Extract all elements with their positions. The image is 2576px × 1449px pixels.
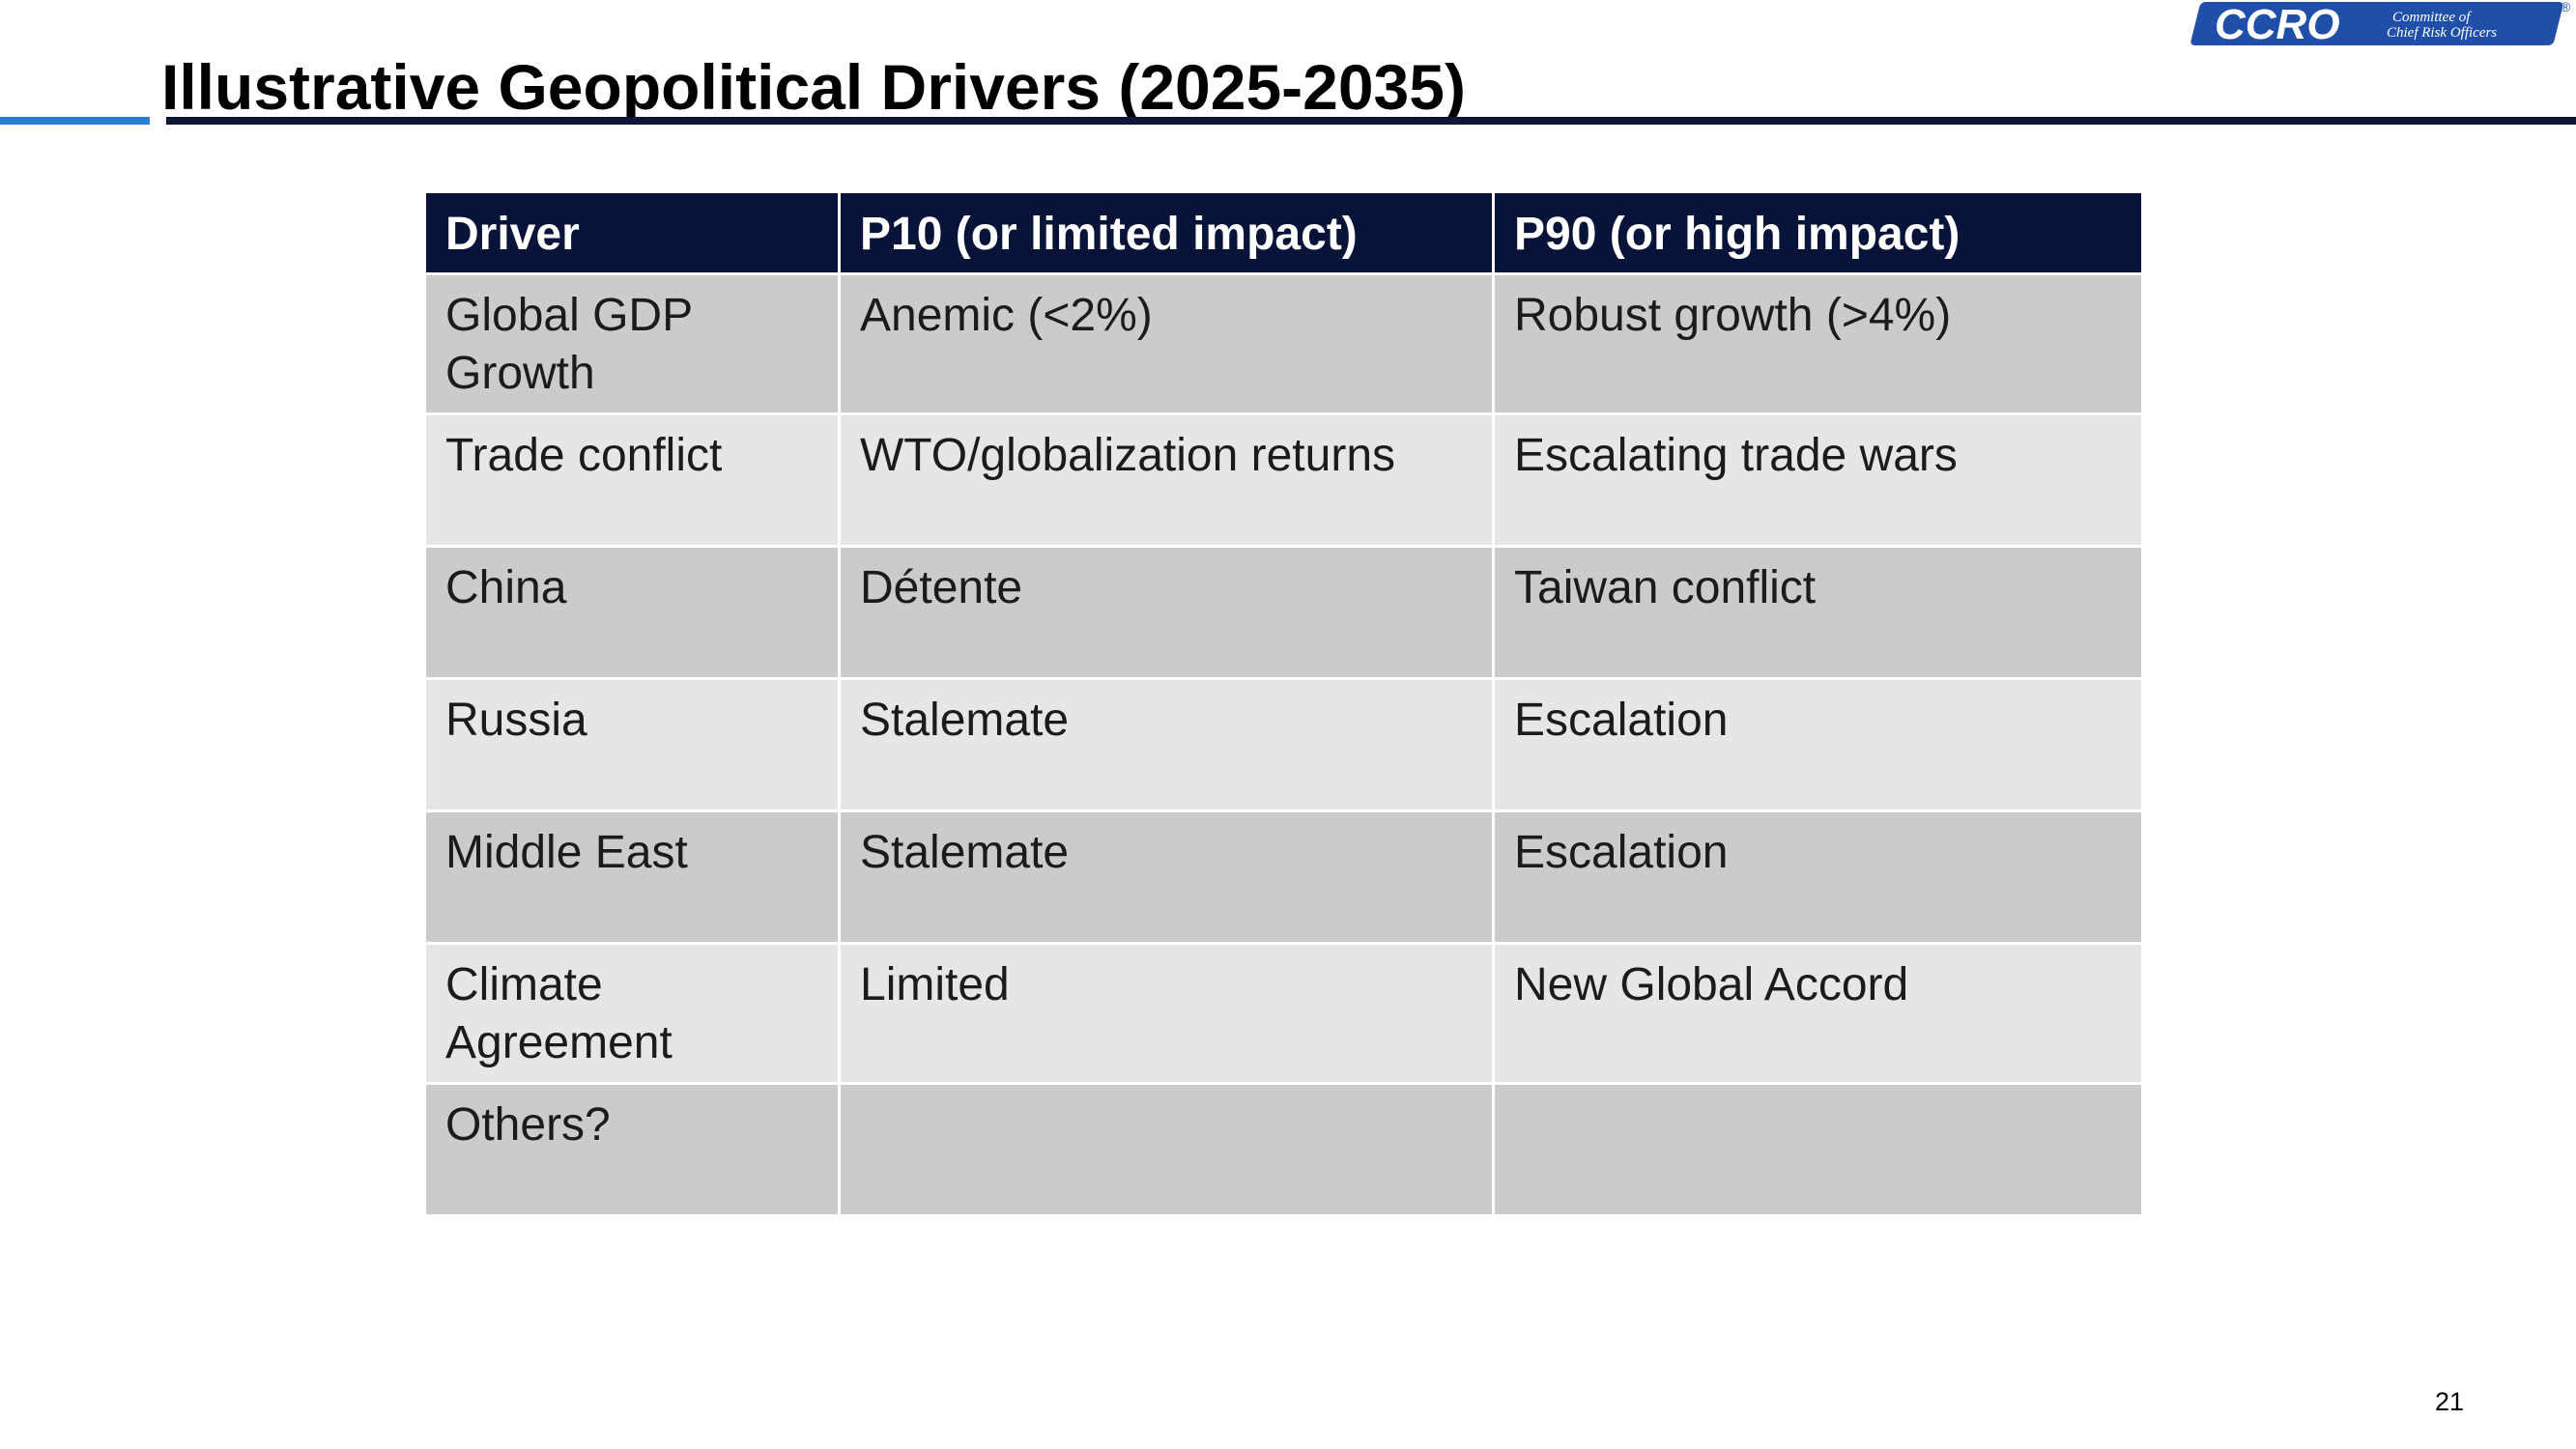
p90-cell: Escalation bbox=[1495, 680, 2141, 810]
logo-wordmark: CCRO bbox=[2215, 1, 2340, 48]
p90-cell: Robust growth (>4%) bbox=[1495, 275, 2141, 412]
p90-cell: New Global Accord bbox=[1495, 945, 2141, 1082]
p90-cell: Escalating trade wars bbox=[1495, 415, 2141, 545]
driver-cell: Middle East bbox=[426, 812, 838, 942]
page-number: 21 bbox=[2435, 1387, 2465, 1416]
p90-cell: Taiwan conflict bbox=[1495, 548, 2141, 677]
logo-tagline-line2: Chief Risk Officers bbox=[2387, 25, 2497, 41]
ccro-logo: CCRO Committee of Chief Risk Officers bbox=[2182, 0, 2566, 48]
driver-cell: Russia bbox=[426, 680, 838, 810]
table-row: Others? bbox=[426, 1085, 2141, 1214]
p10-cell: Anemic (<2%) bbox=[841, 275, 1492, 412]
header-p10: P10 (or limited impact) bbox=[841, 193, 1492, 272]
table-row: Trade conflict WTO/globalization returns… bbox=[426, 415, 2141, 545]
p10-cell: Détente bbox=[841, 548, 1492, 677]
p90-cell: Escalation bbox=[1495, 812, 2141, 942]
logo-tagline-line1: Committee of bbox=[2392, 10, 2472, 25]
driver-cell: Global GDP Growth bbox=[426, 275, 838, 412]
p10-cell: Stalemate bbox=[841, 680, 1492, 810]
drivers-table-wrapper: Driver P10 (or limited impact) P90 (or h… bbox=[426, 193, 2141, 1214]
p10-cell bbox=[841, 1085, 1492, 1214]
table-row: Climate Agreement Limited New Global Acc… bbox=[426, 945, 2141, 1082]
title-accent-rule bbox=[0, 117, 150, 125]
slide-title: Illustrative Geopolitical Drivers (2025-… bbox=[161, 51, 1466, 123]
driver-cell: Climate Agreement bbox=[426, 945, 838, 1082]
driver-cell: China bbox=[426, 548, 838, 677]
p90-cell bbox=[1495, 1085, 2141, 1214]
table-row: China Détente Taiwan conflict bbox=[426, 548, 2141, 677]
title-underline-rule bbox=[166, 117, 2576, 125]
header-driver: Driver bbox=[426, 193, 838, 272]
table-row: Russia Stalemate Escalation bbox=[426, 680, 2141, 810]
driver-cell: Trade conflict bbox=[426, 415, 838, 545]
table-row: Middle East Stalemate Escalation bbox=[426, 812, 2141, 942]
p10-cell: Limited bbox=[841, 945, 1492, 1082]
registered-mark: ® bbox=[2561, 0, 2571, 14]
header-p90: P90 (or high impact) bbox=[1495, 193, 2141, 272]
table-header-row: Driver P10 (or limited impact) P90 (or h… bbox=[426, 193, 2141, 272]
p10-cell: WTO/globalization returns bbox=[841, 415, 1492, 545]
p10-cell: Stalemate bbox=[841, 812, 1492, 942]
driver-cell: Others? bbox=[426, 1085, 838, 1214]
table-row: Global GDP Growth Anemic (<2%) Robust gr… bbox=[426, 275, 2141, 412]
drivers-table: Driver P10 (or limited impact) P90 (or h… bbox=[423, 190, 2144, 1217]
